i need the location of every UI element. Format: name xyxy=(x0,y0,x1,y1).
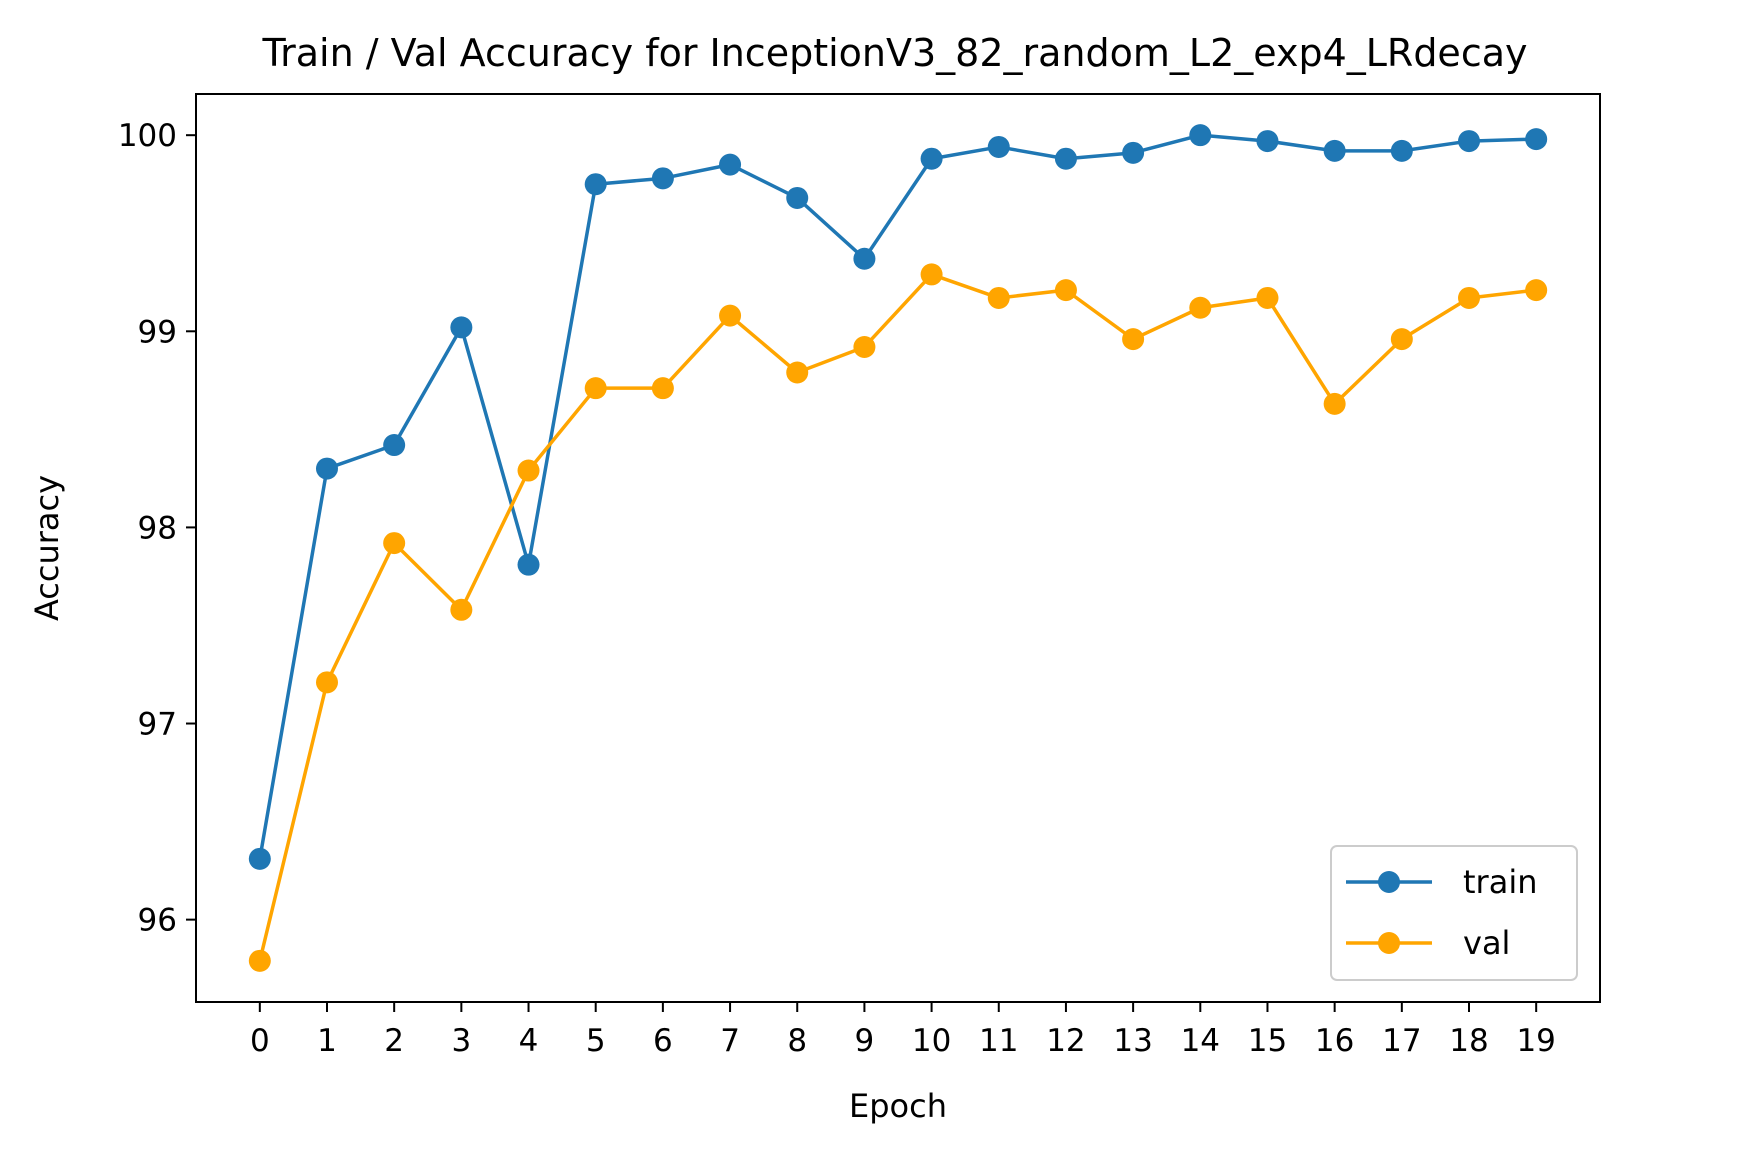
legend-item-val: val xyxy=(1346,924,1510,962)
data-point-val xyxy=(450,598,473,621)
data-point-train xyxy=(1122,141,1145,164)
data-point-val xyxy=(383,532,406,555)
legend-box xyxy=(1330,845,1578,981)
data-point-val xyxy=(1525,279,1548,302)
x-tick-label: 17 xyxy=(1382,1023,1421,1059)
x-tick-label: 15 xyxy=(1248,1023,1287,1059)
y-tick-label: 100 xyxy=(118,118,177,154)
data-point-val xyxy=(248,949,271,972)
series-line-val xyxy=(258,272,1537,962)
x-tick-label: 18 xyxy=(1449,1023,1488,1059)
x-tick-label: 7 xyxy=(720,1023,740,1059)
data-point-val xyxy=(786,361,809,384)
y-axis-label: Accuracy xyxy=(28,475,66,621)
x-tick-label: 10 xyxy=(912,1023,951,1059)
series-train xyxy=(248,124,1548,870)
data-point-train xyxy=(719,153,742,176)
y-tick-label: 99 xyxy=(138,314,177,350)
y-tick-label: 97 xyxy=(138,707,177,743)
data-point-val xyxy=(651,377,674,400)
data-point-val xyxy=(987,286,1010,309)
x-tick-label: 9 xyxy=(855,1023,875,1059)
x-tick-label: 11 xyxy=(979,1023,1018,1059)
x-tick-label: 13 xyxy=(1113,1023,1152,1059)
data-point-train xyxy=(853,247,876,270)
y-axis: 96 97 98 99 100 xyxy=(118,118,196,939)
data-point-train xyxy=(450,316,473,339)
data-point-train xyxy=(786,186,809,209)
chart-title: Train / Val Accuracy for InceptionV3_82_… xyxy=(262,31,1528,75)
plot-frame xyxy=(195,93,1601,1003)
data-point-val xyxy=(584,377,607,400)
data-point-val xyxy=(517,459,540,482)
data-point-train xyxy=(584,173,607,196)
data-point-val xyxy=(1256,286,1279,309)
data-point-train xyxy=(383,434,406,457)
data-point-train xyxy=(1256,130,1279,153)
series-val xyxy=(248,263,1548,972)
x-tick-label: 8 xyxy=(787,1023,807,1059)
x-tick-label: 6 xyxy=(653,1023,673,1059)
y-tick-label: 96 xyxy=(138,903,177,939)
data-point-train xyxy=(1458,130,1481,153)
series-line-train xyxy=(258,133,1537,860)
legend-label: train xyxy=(1463,863,1537,901)
x-tick-label: 0 xyxy=(250,1023,270,1059)
legend-swatch-marker xyxy=(1378,932,1400,954)
data-point-train xyxy=(920,147,943,170)
legend-item-train: train xyxy=(1346,863,1537,901)
x-tick-label: 12 xyxy=(1046,1023,1085,1059)
data-point-val xyxy=(1458,286,1481,309)
x-tick-label: 5 xyxy=(586,1023,606,1059)
data-point-train xyxy=(517,553,540,576)
x-tick-label: 1 xyxy=(317,1023,337,1059)
data-point-train xyxy=(248,847,271,870)
x-tick-label: 19 xyxy=(1516,1023,1555,1059)
x-tick-label: 16 xyxy=(1315,1023,1354,1059)
x-tick-label: 2 xyxy=(384,1023,404,1059)
legend: train val xyxy=(1330,845,1578,981)
data-point-train xyxy=(1189,124,1212,147)
data-point-val xyxy=(1323,392,1346,415)
series-layer xyxy=(248,124,1548,972)
x-axis: 0 1 2 3 4 5 6 7 8 9 10 11 12 13 14 15 16 17 18 19 xyxy=(250,1002,1556,1059)
data-point-val xyxy=(920,263,943,286)
legend-label: val xyxy=(1463,924,1510,962)
x-axis-label: Epoch xyxy=(849,1087,947,1125)
data-point-val xyxy=(1390,328,1413,351)
data-point-train xyxy=(1323,139,1346,162)
data-point-train xyxy=(1525,128,1548,151)
data-point-train xyxy=(1390,139,1413,162)
data-point-val xyxy=(315,671,338,694)
data-point-train xyxy=(651,167,674,190)
data-point-val xyxy=(719,304,742,327)
x-tick-label: 4 xyxy=(519,1023,539,1059)
legend-swatch-marker xyxy=(1378,871,1400,893)
y-tick-label: 98 xyxy=(138,510,177,546)
x-tick-label: 14 xyxy=(1181,1023,1220,1059)
data-point-val xyxy=(1054,279,1077,302)
data-point-val xyxy=(1122,328,1145,351)
data-point-train xyxy=(1054,147,1077,170)
x-tick-label: 3 xyxy=(451,1023,471,1059)
data-point-val xyxy=(1189,296,1212,319)
data-point-train xyxy=(987,135,1010,158)
data-point-val xyxy=(853,335,876,358)
data-point-train xyxy=(315,457,338,480)
